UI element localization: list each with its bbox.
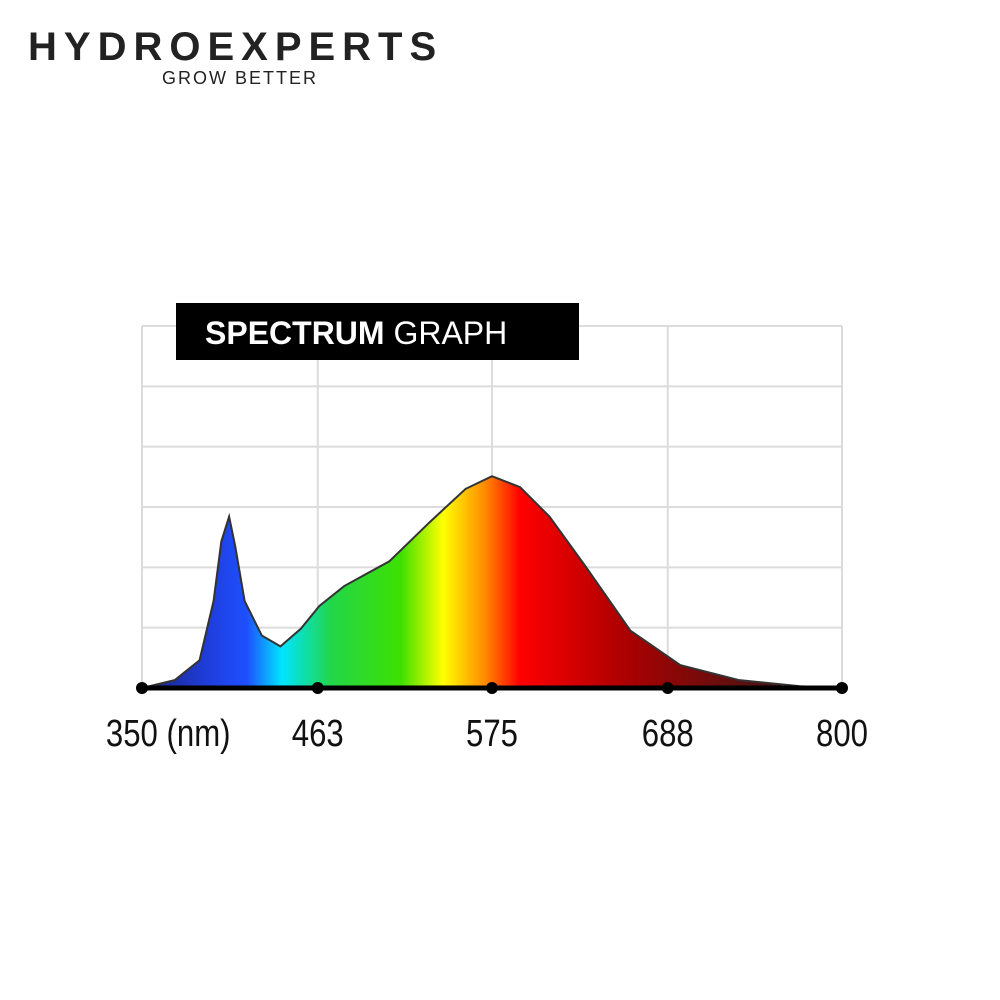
tick-dot: [836, 682, 848, 694]
x-tick-label: 688: [642, 713, 694, 755]
title-bold: SPECTRUM: [205, 315, 385, 351]
tick-dot: [311, 682, 324, 694]
x-tick-label: 350 (nm): [106, 713, 231, 755]
tick-dot: [661, 682, 674, 694]
x-tick-label: 575: [466, 713, 518, 755]
tick-dot: [486, 682, 498, 694]
tick-dot: [136, 682, 148, 694]
title-light: GRAPH: [393, 315, 507, 351]
title-box: [176, 303, 579, 360]
logo-tagline: GROW BETTER: [162, 68, 318, 88]
spectrum-area: [141, 475, 843, 689]
chart-title: SPECTRUM GRAPH: [205, 315, 507, 351]
chart: 350 (nm) 463 575 688 800: [106, 325, 868, 755]
logo-name: HYDROEXPERTS: [28, 25, 443, 69]
x-tick-label: 463: [292, 713, 344, 755]
x-tick-label: 800: [816, 713, 868, 755]
